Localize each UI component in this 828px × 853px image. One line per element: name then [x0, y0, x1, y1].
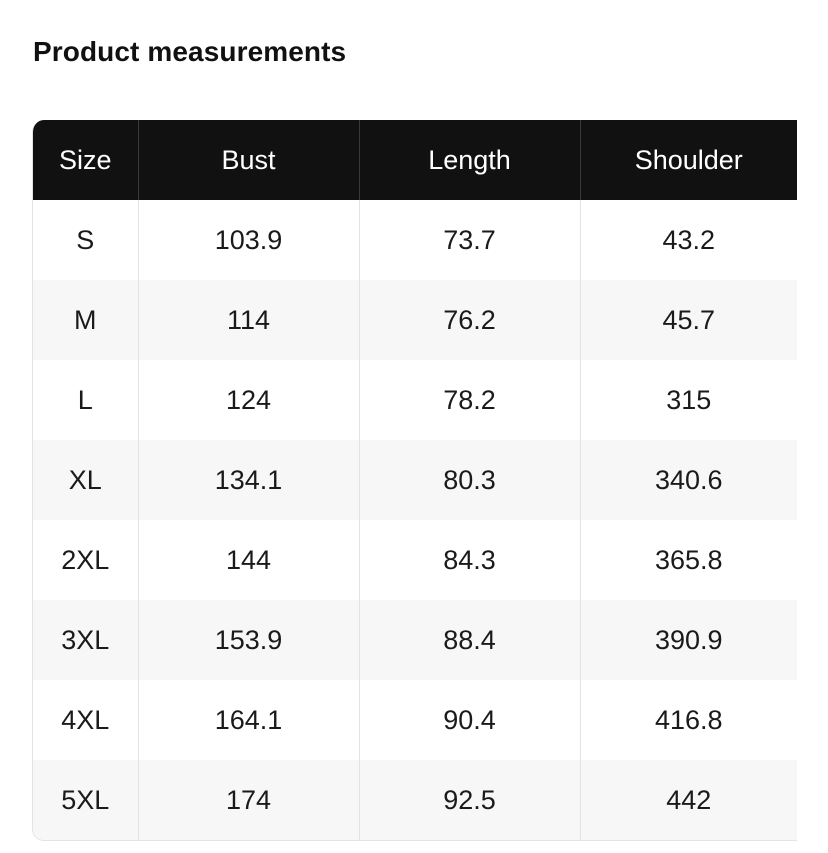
- measurements-table: Size Bust Length Shoulder S 103.9 73.7 4…: [33, 120, 797, 840]
- cell-length: 76.2: [358, 280, 580, 360]
- cell-size: M: [33, 280, 138, 360]
- column-header-bust: Bust: [137, 120, 359, 200]
- cell-shoulder: 442: [579, 760, 797, 840]
- table-header: Size Bust Length Shoulder: [33, 120, 797, 200]
- cell-bust: 144: [137, 520, 359, 600]
- cell-length: 92.5: [358, 760, 580, 840]
- cell-size: 5XL: [33, 760, 138, 840]
- cell-bust: 114: [137, 280, 359, 360]
- cell-length: 73.7: [358, 200, 580, 280]
- measurements-table-container: Size Bust Length Shoulder S 103.9 73.7 4…: [32, 120, 797, 841]
- cell-bust: 153.9: [137, 600, 359, 680]
- table-body: S 103.9 73.7 43.2 M 114 76.2 45.7 L 124 …: [33, 200, 797, 840]
- cell-length: 90.4: [358, 680, 580, 760]
- cell-size: S: [33, 200, 138, 280]
- cell-shoulder: 365.8: [579, 520, 797, 600]
- cell-length: 78.2: [358, 360, 580, 440]
- table-row: 3XL 153.9 88.4 390.9: [33, 600, 797, 680]
- table-row: XL 134.1 80.3 340.6: [33, 440, 797, 520]
- column-header-size: Size: [33, 120, 138, 200]
- table-header-row: Size Bust Length Shoulder: [33, 120, 797, 200]
- table-row: L 124 78.2 315: [33, 360, 797, 440]
- table-row: S 103.9 73.7 43.2: [33, 200, 797, 280]
- cell-bust: 124: [137, 360, 359, 440]
- cell-size: 4XL: [33, 680, 138, 760]
- cell-bust: 134.1: [137, 440, 359, 520]
- cell-bust: 174: [137, 760, 359, 840]
- cell-shoulder: 315: [579, 360, 797, 440]
- cell-shoulder: 340.6: [579, 440, 797, 520]
- cell-size: 2XL: [33, 520, 138, 600]
- cell-bust: 164.1: [137, 680, 359, 760]
- column-header-length: Length: [358, 120, 580, 200]
- cell-size: 3XL: [33, 600, 138, 680]
- page-title: Product measurements: [33, 36, 347, 67]
- table-row: 4XL 164.1 90.4 416.8: [33, 680, 797, 760]
- table-row: 5XL 174 92.5 442: [33, 760, 797, 840]
- cell-shoulder: 43.2: [579, 200, 797, 280]
- table-row: M 114 76.2 45.7: [33, 280, 797, 360]
- table-row: 2XL 144 84.3 365.8: [33, 520, 797, 600]
- column-header-shoulder: Shoulder: [579, 120, 797, 200]
- cell-length: 80.3: [358, 440, 580, 520]
- cell-size: L: [33, 360, 138, 440]
- cell-length: 88.4: [358, 600, 580, 680]
- cell-shoulder: 390.9: [579, 600, 797, 680]
- cell-size: XL: [33, 440, 138, 520]
- cell-bust: 103.9: [137, 200, 359, 280]
- cell-shoulder: 45.7: [579, 280, 797, 360]
- cell-length: 84.3: [358, 520, 580, 600]
- cell-shoulder: 416.8: [579, 680, 797, 760]
